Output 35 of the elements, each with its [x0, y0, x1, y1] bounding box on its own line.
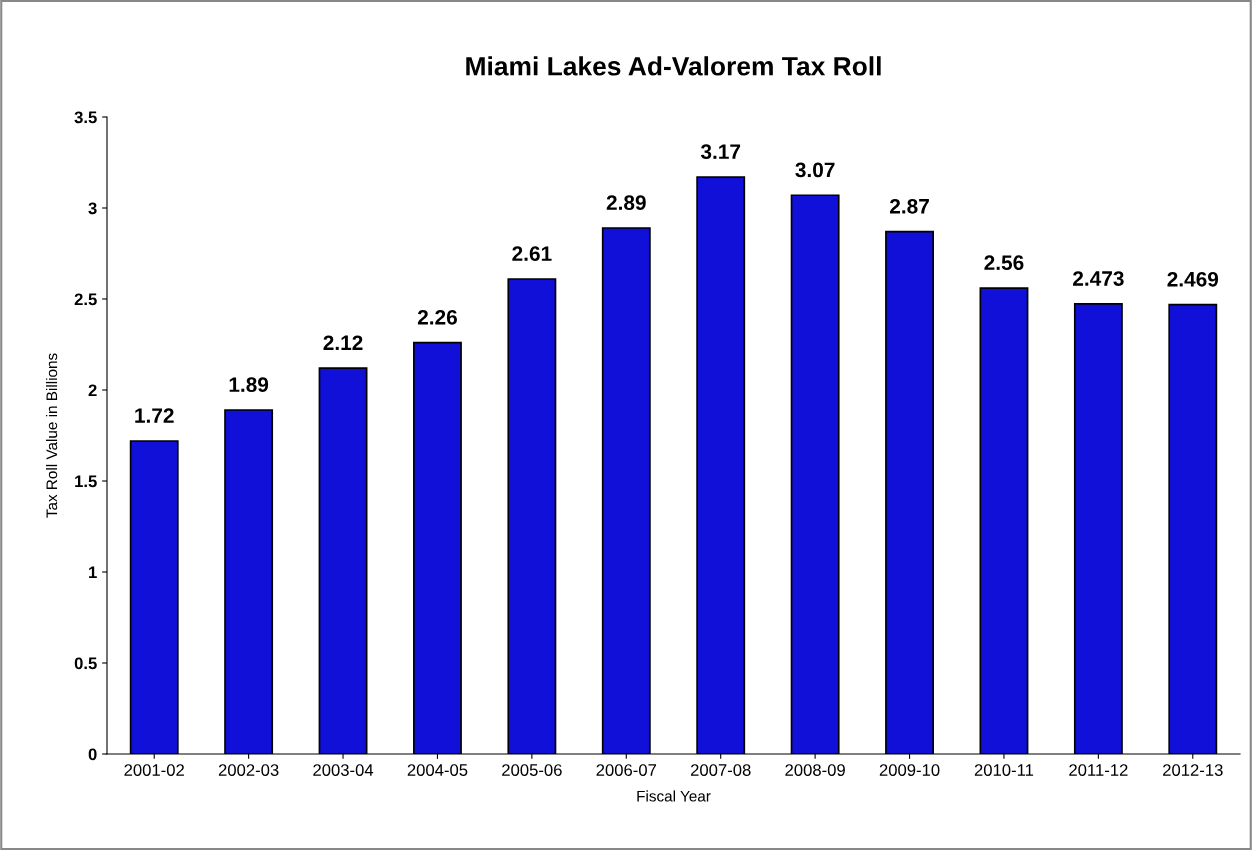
x-tick-label: 2004-05: [407, 764, 468, 776]
x-tick-label: 2003-04: [313, 764, 374, 776]
x-tick-label: 2002-03: [218, 764, 279, 776]
x-tick-label: 2005-06: [502, 764, 562, 776]
x-tick-label: 2009-10: [879, 764, 940, 776]
y-tick-label: 2.5: [74, 293, 97, 306]
data-label: 2.469: [1167, 271, 1219, 287]
data-label: 3.17: [700, 144, 741, 160]
y-tick-label: 2: [88, 384, 97, 397]
x-tick-label: 2011-12: [1069, 764, 1128, 776]
data-label: 1.89: [229, 377, 269, 393]
x-tick-label: 2001-02: [124, 764, 184, 776]
data-label: 3.07: [795, 162, 835, 178]
data-label: 2.12: [323, 335, 363, 350]
x-axis-title: Fiscal Year: [637, 790, 711, 802]
y-tick-label: 0.5: [74, 657, 97, 670]
x-tick-label: 2006-07: [596, 764, 657, 776]
y-tick-label: 3: [88, 202, 97, 215]
data-label: 2.26: [417, 309, 457, 325]
data-label: 1.72: [135, 408, 174, 423]
y-tick-label: 1.5: [75, 475, 97, 488]
x-tick-label: 2010-11: [974, 764, 1034, 776]
data-label: 2.56: [984, 255, 1024, 271]
y-tick-label: 0: [88, 748, 97, 761]
x-tick-label: 2007-08: [690, 764, 751, 776]
data-label: 2.89: [606, 195, 646, 211]
data-label: 2.473: [1073, 271, 1124, 286]
chart-title: Miami Lakes Ad-Valorem Tax Roll: [466, 56, 881, 76]
y-axis-title: Tax Roll Value in Billions: [45, 353, 58, 518]
data-label: 2.61: [512, 246, 552, 261]
data-label: 2.87: [889, 198, 929, 214]
y-tick-label: 3.5: [74, 111, 97, 124]
x-tick-label: 2008-09: [785, 764, 845, 776]
x-tick-label: 2012-13: [1163, 764, 1223, 776]
y-tick-label: 1: [89, 566, 97, 579]
